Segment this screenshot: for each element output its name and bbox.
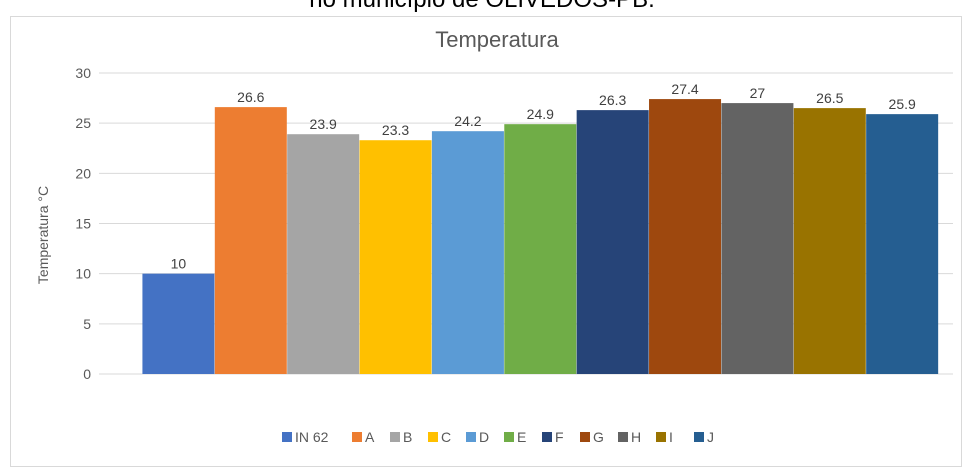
- data-label: 27.4: [671, 81, 698, 97]
- bar-e: [504, 124, 577, 374]
- bar-f: [576, 110, 649, 374]
- data-label: 10: [171, 256, 187, 272]
- legend-entry: B: [403, 429, 412, 445]
- legend-swatch: [618, 432, 628, 442]
- legend-swatch: [580, 432, 590, 442]
- data-label: 23.9: [310, 116, 337, 132]
- legend-entry: D: [479, 429, 489, 445]
- legend-swatch: [390, 432, 400, 442]
- bar-d: [431, 131, 504, 374]
- y-tick-label: 20: [75, 165, 91, 181]
- chart-area: Temperatura Temperatura °C 0 5 10 15 20 25 30 1…: [10, 16, 962, 467]
- data-label: 26.5: [816, 90, 843, 106]
- legend-entry: A: [365, 429, 375, 445]
- legend-swatch: [542, 432, 552, 442]
- data-label: 24.2: [454, 113, 481, 129]
- legend-swatch: [282, 432, 292, 442]
- data-label: 23.3: [382, 122, 409, 138]
- y-tick-label: 5: [83, 316, 91, 332]
- data-label: 26.6: [237, 89, 264, 105]
- legend-entry: C: [441, 429, 451, 445]
- legend-entry: G: [593, 429, 604, 445]
- y-tick-label: 30: [75, 65, 91, 81]
- legend-entry: J: [707, 429, 714, 445]
- bar-a: [214, 107, 287, 374]
- legend-swatch: [352, 432, 362, 442]
- y-axis-label: Temperatura °C: [35, 186, 51, 284]
- chart-title: Temperatura: [435, 27, 559, 52]
- y-tick-label: 25: [75, 115, 91, 131]
- bar-g: [649, 99, 722, 374]
- bar-in-62: [142, 273, 215, 374]
- bar-b: [287, 134, 360, 374]
- legend-entry: E: [517, 429, 526, 445]
- data-label: 25.9: [889, 96, 916, 112]
- legend-entry: IN 62: [295, 429, 329, 445]
- data-label: 24.9: [527, 106, 554, 122]
- bar-j: [866, 114, 939, 375]
- figure-caption: no município de OLIVEDOS-PB.: [0, 0, 964, 14]
- legend-entry: F: [555, 429, 564, 445]
- legend-swatch: [466, 432, 476, 442]
- legend-entry: H: [631, 429, 641, 445]
- legend-entry: I: [669, 429, 673, 445]
- y-tick-label: 15: [75, 216, 91, 232]
- legend-swatch: [694, 432, 704, 442]
- data-label: 27: [750, 85, 766, 101]
- bar-c: [359, 140, 432, 374]
- y-tick-label: 10: [75, 266, 91, 282]
- bar-chart: Temperatura Temperatura °C 0 5 10 15 20 25 30 1…: [35, 27, 953, 445]
- y-tick-label: 0: [83, 366, 91, 382]
- data-label: 26.3: [599, 92, 626, 108]
- legend-swatch: [656, 432, 666, 442]
- bar-i: [793, 108, 866, 374]
- bar-h: [721, 103, 794, 374]
- legend-swatch: [504, 432, 514, 442]
- legend-swatch: [428, 432, 438, 442]
